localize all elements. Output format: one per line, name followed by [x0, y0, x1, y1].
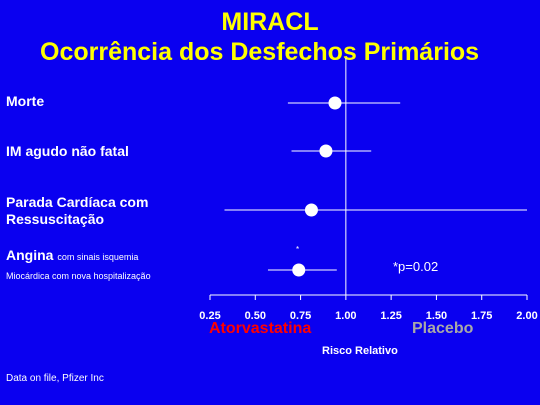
row-label-text: Angina — [6, 247, 54, 263]
x-tick-label: 1.75 — [471, 310, 492, 322]
significance-mark: * — [296, 245, 300, 254]
slide-title: MIRACL — [221, 8, 319, 36]
x-tick-label: 2.00 — [516, 310, 537, 322]
x-tick-label: 1.25 — [380, 310, 401, 322]
treatment-label-left: Atorvastatina — [209, 320, 312, 337]
point-estimate — [328, 96, 342, 110]
row-label-parada: Parada Cardíaca com Ressuscitação — [6, 194, 148, 228]
slide-subtitle: Ocorrência dos Desfechos Primários — [40, 38, 480, 66]
x-tick-label: 0.50 — [245, 310, 266, 322]
source-note: Data on file, Pfizer Inc — [6, 373, 104, 384]
point-estimate — [292, 263, 306, 277]
x-tick-label: 0.25 — [199, 310, 220, 322]
point-estimate — [304, 203, 318, 217]
x-tick-label: 1.50 — [426, 310, 447, 322]
row-label-line2: Ressuscitação — [6, 211, 105, 227]
x-tick-label: 1.00 — [335, 310, 356, 322]
treatment-label-right: Placebo — [412, 320, 474, 337]
row-label-text: IM agudo não fatal — [6, 143, 129, 159]
p-value-annotation: *p=0.02 — [393, 259, 439, 274]
row-label-angina: Angina com sinais isquemia Miocárdica co… — [6, 247, 151, 285]
row-label-text: Morte — [6, 93, 45, 109]
x-tick-label: 0.75 — [290, 310, 311, 322]
row-label-line1: Parada Cardíaca com — [6, 194, 149, 210]
point-estimate — [319, 144, 333, 158]
row-label-sub: Miocárdica com nova hospitalização — [6, 271, 151, 281]
x-axis-label: Risco Relativo — [322, 345, 398, 357]
row-label-morte: Morte — [6, 93, 44, 110]
row-label-im: IM agudo não fatal — [6, 143, 129, 160]
row-label-note: com sinais isquemia — [57, 252, 139, 262]
